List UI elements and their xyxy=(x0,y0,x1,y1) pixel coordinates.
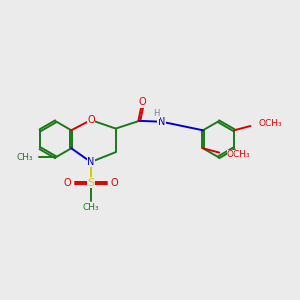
Text: CH₃: CH₃ xyxy=(17,153,33,162)
Text: N: N xyxy=(158,117,165,127)
Text: S: S xyxy=(87,178,94,188)
Text: H: H xyxy=(153,110,160,118)
Text: CH₃: CH₃ xyxy=(82,202,99,211)
Text: OCH₃: OCH₃ xyxy=(258,119,282,128)
Text: OCH₃: OCH₃ xyxy=(227,150,250,159)
Text: N: N xyxy=(87,157,94,167)
Text: O: O xyxy=(110,178,118,188)
Text: O: O xyxy=(64,178,72,188)
Text: O: O xyxy=(139,98,146,107)
Text: O: O xyxy=(87,115,95,125)
